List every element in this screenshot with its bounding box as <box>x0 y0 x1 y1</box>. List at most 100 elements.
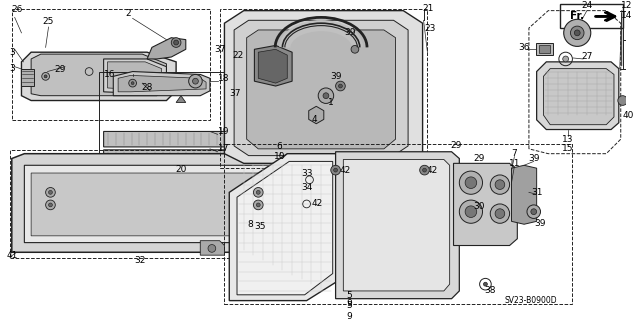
Circle shape <box>44 75 47 78</box>
Circle shape <box>460 200 483 223</box>
Text: 14: 14 <box>621 11 632 20</box>
Polygon shape <box>113 71 210 96</box>
Polygon shape <box>229 154 340 300</box>
Circle shape <box>331 165 340 175</box>
Circle shape <box>420 165 429 175</box>
Text: 18: 18 <box>218 74 229 83</box>
Bar <box>560 4 623 28</box>
Text: 37: 37 <box>229 89 241 98</box>
Circle shape <box>490 204 509 223</box>
Circle shape <box>527 205 541 219</box>
Text: 4: 4 <box>312 115 317 124</box>
Polygon shape <box>24 165 292 243</box>
Polygon shape <box>22 52 176 100</box>
Circle shape <box>531 209 537 215</box>
Text: 11: 11 <box>509 159 520 168</box>
Circle shape <box>189 74 202 88</box>
Polygon shape <box>200 241 225 255</box>
Polygon shape <box>537 62 619 130</box>
Circle shape <box>318 88 333 103</box>
Circle shape <box>193 78 198 84</box>
Circle shape <box>618 96 627 105</box>
Polygon shape <box>22 69 34 86</box>
Text: 40: 40 <box>623 110 634 120</box>
Circle shape <box>173 40 179 45</box>
Text: 23: 23 <box>424 24 436 33</box>
Polygon shape <box>255 45 292 86</box>
Circle shape <box>460 171 483 194</box>
Polygon shape <box>147 38 186 59</box>
Text: 42: 42 <box>427 166 438 174</box>
Text: 38: 38 <box>484 286 496 295</box>
Text: 5: 5 <box>346 291 352 300</box>
Text: 35: 35 <box>255 222 266 231</box>
Text: 9: 9 <box>346 312 352 319</box>
Text: 37: 37 <box>215 45 227 54</box>
Circle shape <box>339 84 342 88</box>
Text: 7: 7 <box>511 149 517 158</box>
Text: 8: 8 <box>248 220 253 229</box>
Text: 6: 6 <box>276 142 282 152</box>
Text: 10: 10 <box>274 152 285 161</box>
Circle shape <box>208 245 216 252</box>
Polygon shape <box>108 62 162 90</box>
Text: 42: 42 <box>340 166 351 174</box>
Circle shape <box>131 82 134 85</box>
Bar <box>220 9 428 168</box>
Text: 39: 39 <box>535 219 547 228</box>
Circle shape <box>490 175 509 194</box>
Text: 21: 21 <box>422 4 434 13</box>
Polygon shape <box>259 49 287 83</box>
Text: 3: 3 <box>9 64 15 73</box>
Circle shape <box>45 188 55 197</box>
Polygon shape <box>104 59 166 94</box>
Text: 29: 29 <box>473 154 484 163</box>
Polygon shape <box>104 150 234 165</box>
Text: 17: 17 <box>218 145 229 153</box>
Text: 42: 42 <box>312 199 323 208</box>
Circle shape <box>495 180 505 189</box>
Text: 20: 20 <box>175 165 187 174</box>
Text: 26: 26 <box>11 5 22 14</box>
Bar <box>99 71 239 168</box>
Circle shape <box>465 206 477 218</box>
Circle shape <box>564 19 591 46</box>
Polygon shape <box>225 11 422 163</box>
Circle shape <box>45 200 55 210</box>
Polygon shape <box>31 173 282 236</box>
Text: 12: 12 <box>621 1 632 10</box>
Text: 41: 41 <box>7 251 19 260</box>
Circle shape <box>563 56 568 62</box>
Bar <box>536 43 553 55</box>
Text: 24: 24 <box>581 1 593 10</box>
Polygon shape <box>104 131 234 147</box>
Polygon shape <box>343 160 450 291</box>
Circle shape <box>333 168 337 172</box>
Polygon shape <box>511 165 537 224</box>
Text: 25: 25 <box>43 17 54 26</box>
Circle shape <box>42 72 49 80</box>
Bar <box>225 144 572 303</box>
Text: 22: 22 <box>232 51 244 60</box>
Polygon shape <box>234 20 408 156</box>
Text: 29: 29 <box>54 65 66 74</box>
Text: 39: 39 <box>528 154 540 163</box>
Circle shape <box>172 38 181 47</box>
Text: 31: 31 <box>531 188 542 197</box>
Text: 39: 39 <box>344 28 356 37</box>
Polygon shape <box>308 106 324 124</box>
Text: 28: 28 <box>141 84 153 93</box>
Text: 34: 34 <box>302 183 313 192</box>
Circle shape <box>129 79 136 87</box>
Circle shape <box>49 203 52 207</box>
Polygon shape <box>176 96 186 102</box>
Text: Fr.: Fr. <box>570 11 584 21</box>
Circle shape <box>574 30 580 36</box>
Text: 32: 32 <box>134 256 146 264</box>
Text: 5: 5 <box>346 301 352 310</box>
Bar <box>12 9 210 120</box>
Circle shape <box>253 200 263 210</box>
Text: 19: 19 <box>218 127 229 136</box>
Text: 39: 39 <box>330 72 341 81</box>
Circle shape <box>351 45 359 53</box>
